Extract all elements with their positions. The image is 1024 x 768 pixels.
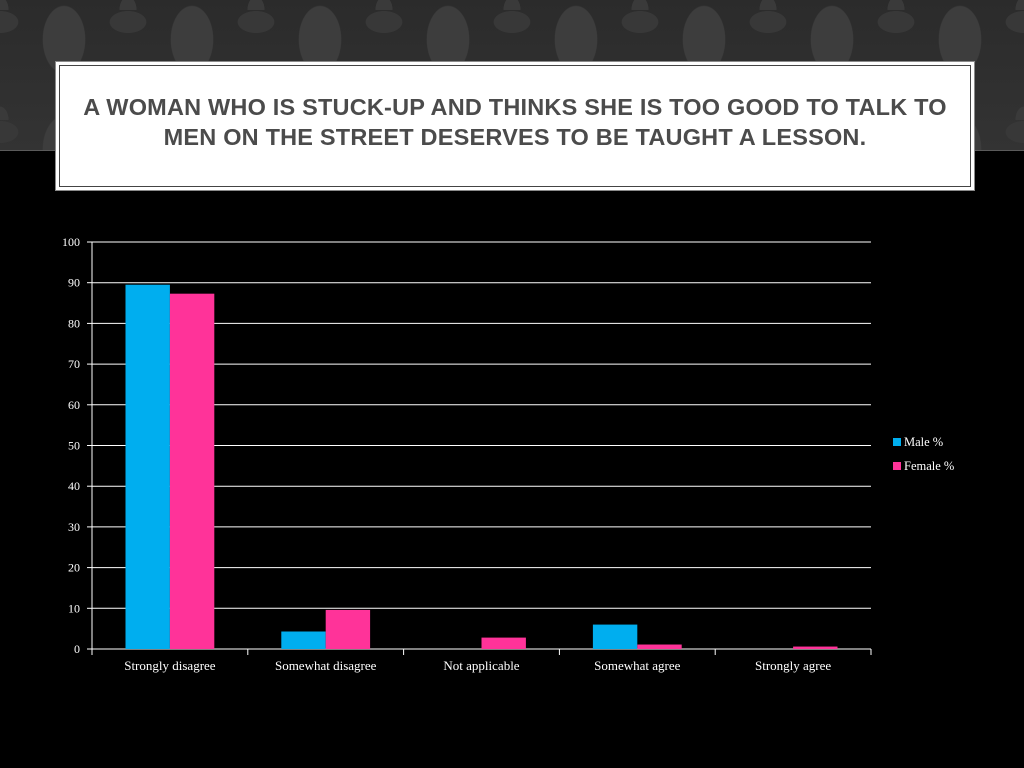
bar-female xyxy=(793,646,838,649)
y-tick-label: 50 xyxy=(68,439,80,453)
legend-label-male: Male % xyxy=(904,435,943,449)
x-tick-label: Somewhat disagree xyxy=(275,658,377,673)
y-tick-label: 100 xyxy=(62,235,80,249)
bar-male xyxy=(281,631,326,649)
legend-swatch-male xyxy=(893,438,901,446)
y-tick-label: 10 xyxy=(68,601,80,615)
bar-male xyxy=(125,284,170,649)
y-tick-label: 20 xyxy=(68,561,80,575)
slide-title: A woman who is stuck-up and thinks she i… xyxy=(83,94,947,150)
x-tick-label: Strongly agree xyxy=(755,658,831,673)
bar-male xyxy=(592,624,638,649)
y-tick-label: 40 xyxy=(68,479,80,493)
y-tick-label: 30 xyxy=(68,520,80,534)
y-tick-label: 80 xyxy=(68,316,80,330)
y-tick-label: 70 xyxy=(68,357,80,371)
bar-female xyxy=(325,609,371,649)
bar-female xyxy=(637,644,682,649)
bar-female xyxy=(169,293,215,649)
title-box: A woman who is stuck-up and thinks she i… xyxy=(55,61,975,191)
y-tick-label: 0 xyxy=(74,642,80,656)
legend-swatch-female xyxy=(893,462,901,470)
x-tick-label: Not applicable xyxy=(443,658,519,673)
legend-label-female: Female % xyxy=(904,459,954,473)
x-tick-label: Somewhat agree xyxy=(594,658,681,673)
bar-female xyxy=(481,637,526,649)
y-tick-label: 60 xyxy=(68,398,80,412)
x-tick-label: Strongly disagree xyxy=(124,658,216,673)
y-tick-label: 90 xyxy=(68,276,80,290)
